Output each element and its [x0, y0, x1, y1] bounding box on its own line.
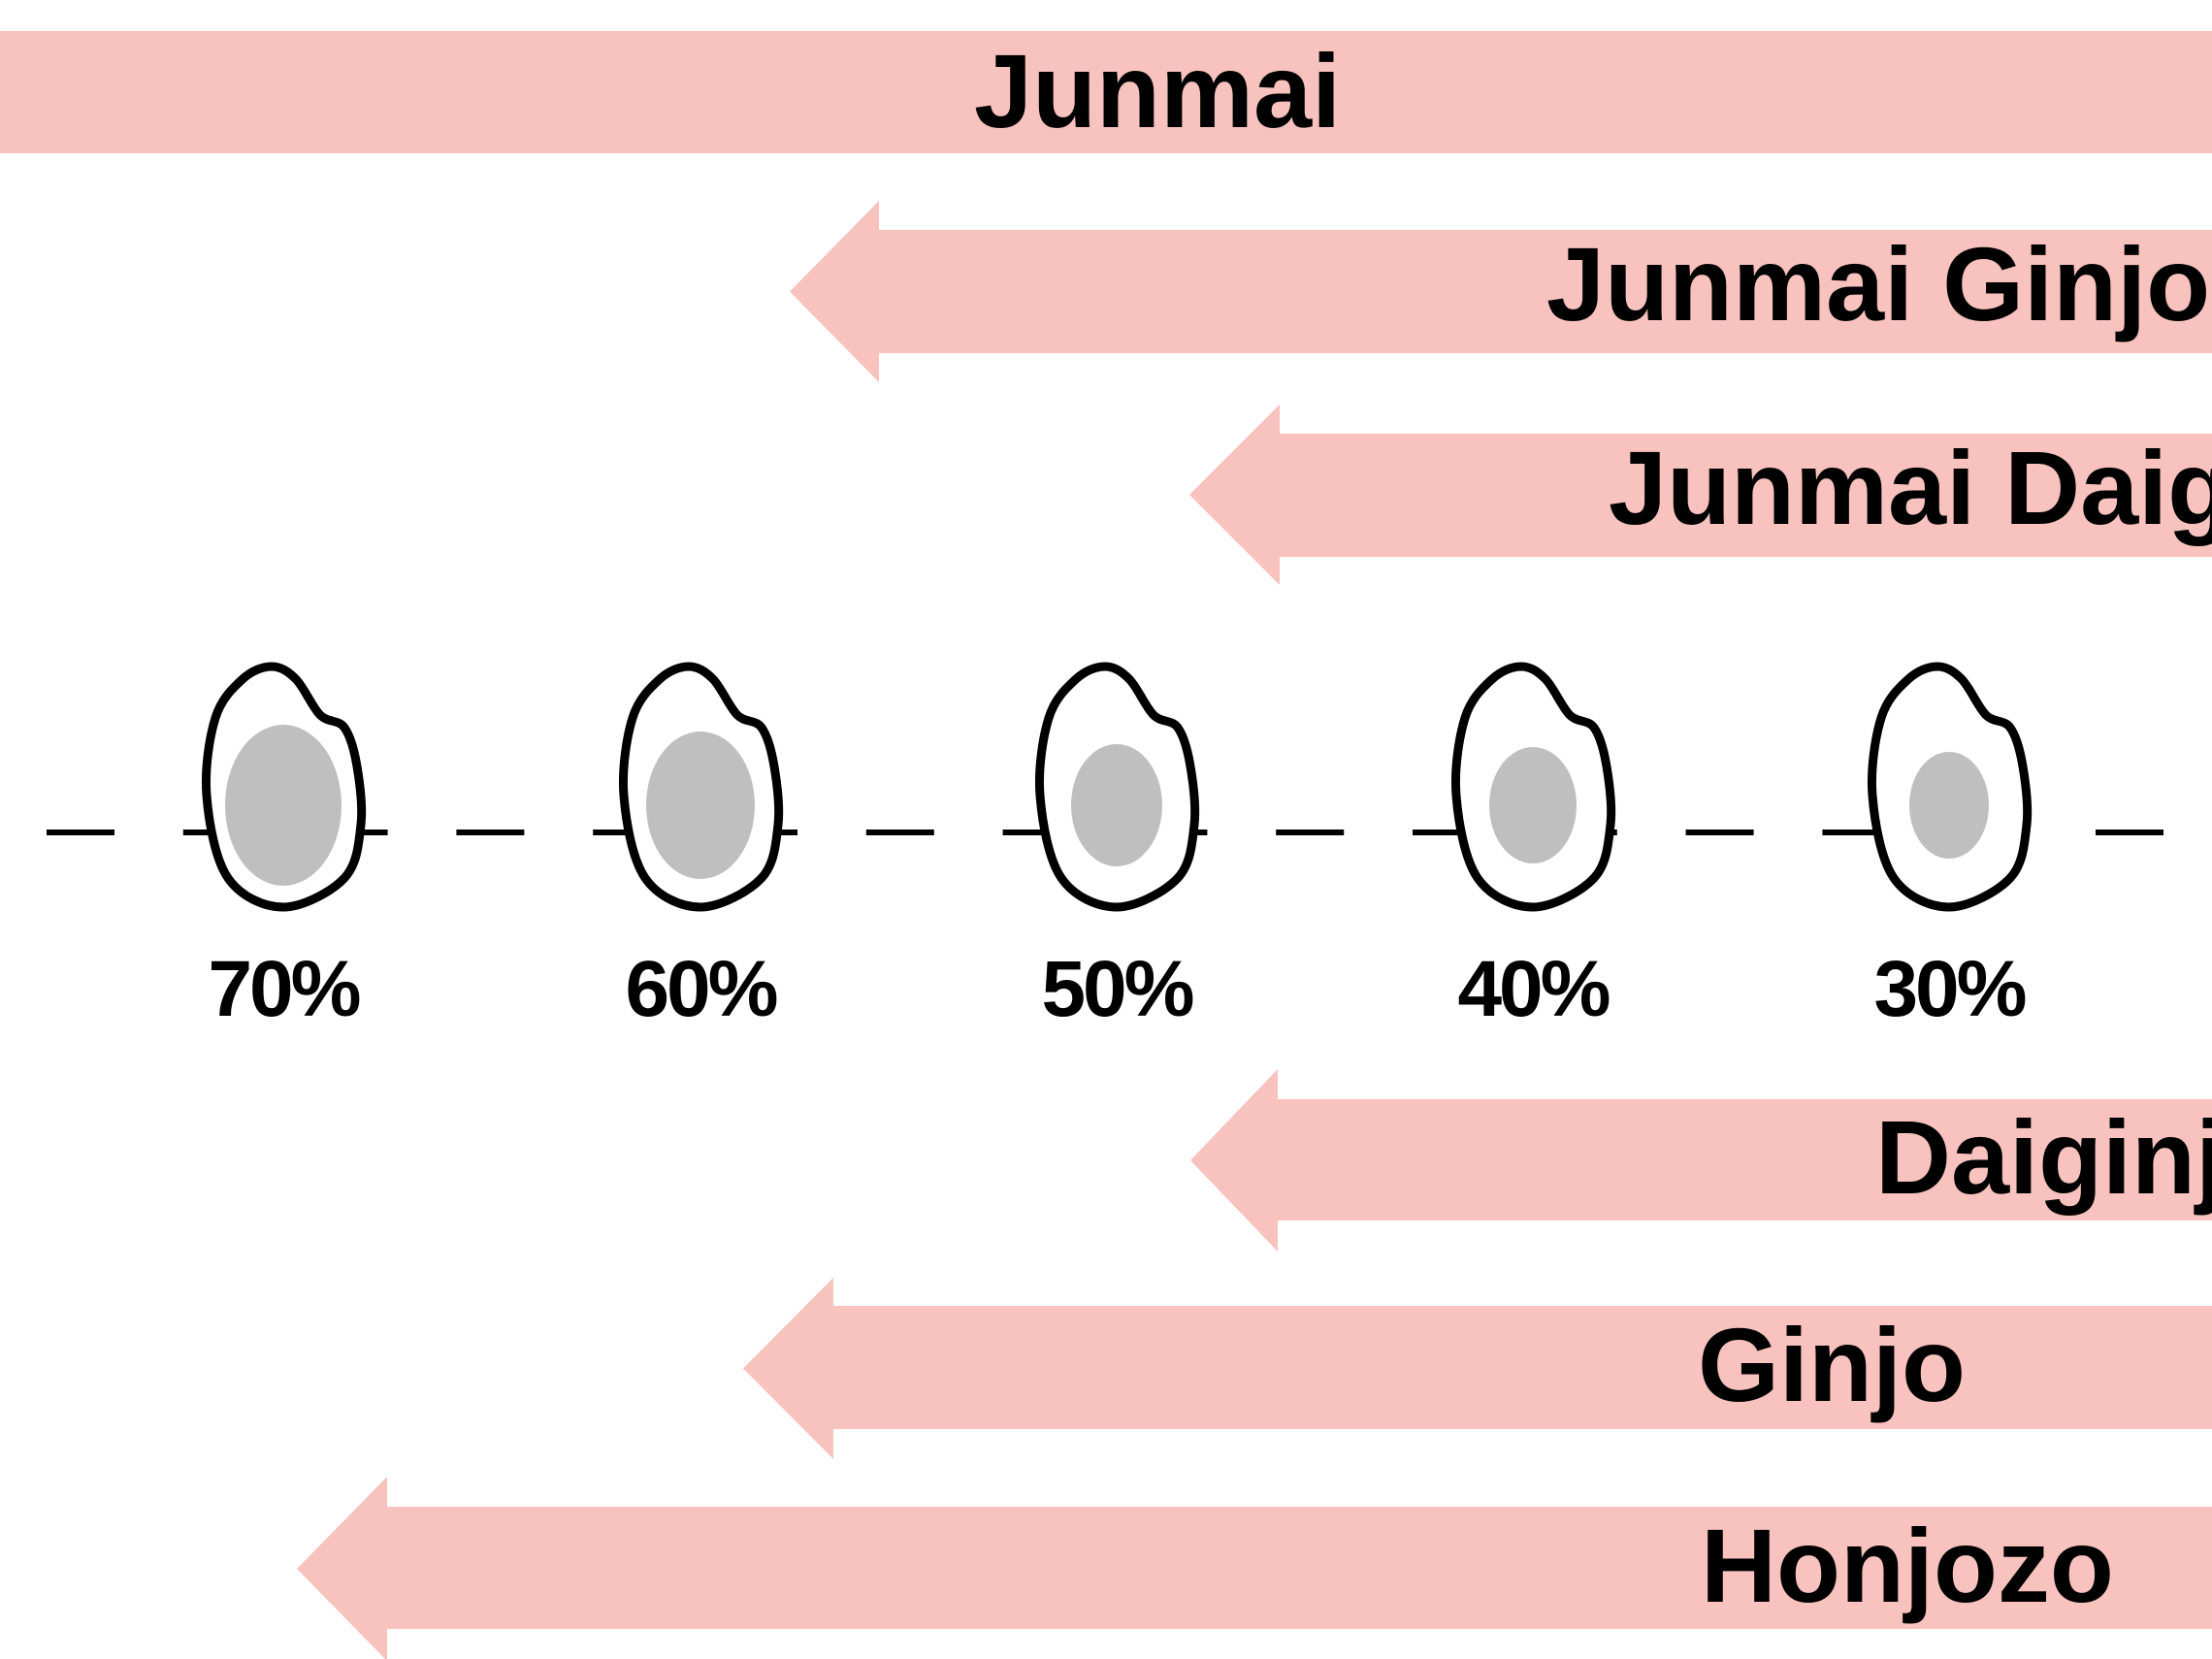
rice-core-icon	[1489, 747, 1577, 863]
category-junmai-daiginjo: Junmai Daiginjo	[1189, 405, 2212, 585]
rice-core-icon	[646, 732, 755, 879]
category-daiginjo: Daiginjo	[1190, 1069, 2212, 1252]
category-label: Honjozo	[1701, 1507, 2114, 1624]
rice-core-icon	[1071, 744, 1162, 866]
left-arrow-icon	[790, 201, 2212, 382]
polish-ratio-label: 50%	[1041, 945, 1192, 1033]
category-label: Ginjo	[1698, 1306, 1966, 1423]
polish-ratio-label: 30%	[1873, 945, 2025, 1033]
category-ginjo: Ginjo	[743, 1278, 2212, 1459]
category-label: Junmai Daiginjo	[1609, 429, 2212, 546]
left-arrow-icon	[297, 1477, 2212, 1659]
category-junmai-ginjo: Junmai Ginjo	[790, 201, 2212, 382]
left-arrow-icon	[1189, 405, 2212, 585]
rice-grain-30pct: 30%	[1867, 662, 2033, 1033]
rice-core-icon	[225, 725, 342, 886]
category-junmai: Junmai	[0, 31, 2212, 153]
category-honjozo: Honjozo	[297, 1477, 2212, 1659]
category-bar	[0, 31, 2212, 153]
polish-ratio-label: 40%	[1457, 945, 1609, 1033]
rice-grains: 70% 60% 50% 40% 30%	[201, 662, 2033, 1033]
rice-grain-40pct: 40%	[1450, 662, 1616, 1033]
left-arrow-icon	[1190, 1069, 2212, 1252]
milling-scale: 70% 60% 50% 40% 30%	[47, 662, 2163, 1033]
rice-grain-60pct: 60%	[618, 662, 784, 1033]
polish-ratio-label: 60%	[625, 945, 776, 1033]
rice-grain-70pct: 70%	[201, 662, 367, 1033]
category-label: Daiginjo	[1875, 1098, 2212, 1216]
rice-grain-50pct: 50%	[1034, 662, 1200, 1033]
category-label: Junmai	[974, 32, 1341, 149]
polish-ratio-label: 70%	[208, 945, 359, 1033]
category-arrows: Junmai Junmai Ginjo Junmai Daiginjo Daiginj…	[0, 31, 2212, 1659]
category-label: Junmai Ginjo	[1546, 225, 2210, 342]
left-arrow-icon	[743, 1278, 2212, 1459]
rice-core-icon	[1909, 752, 1989, 859]
